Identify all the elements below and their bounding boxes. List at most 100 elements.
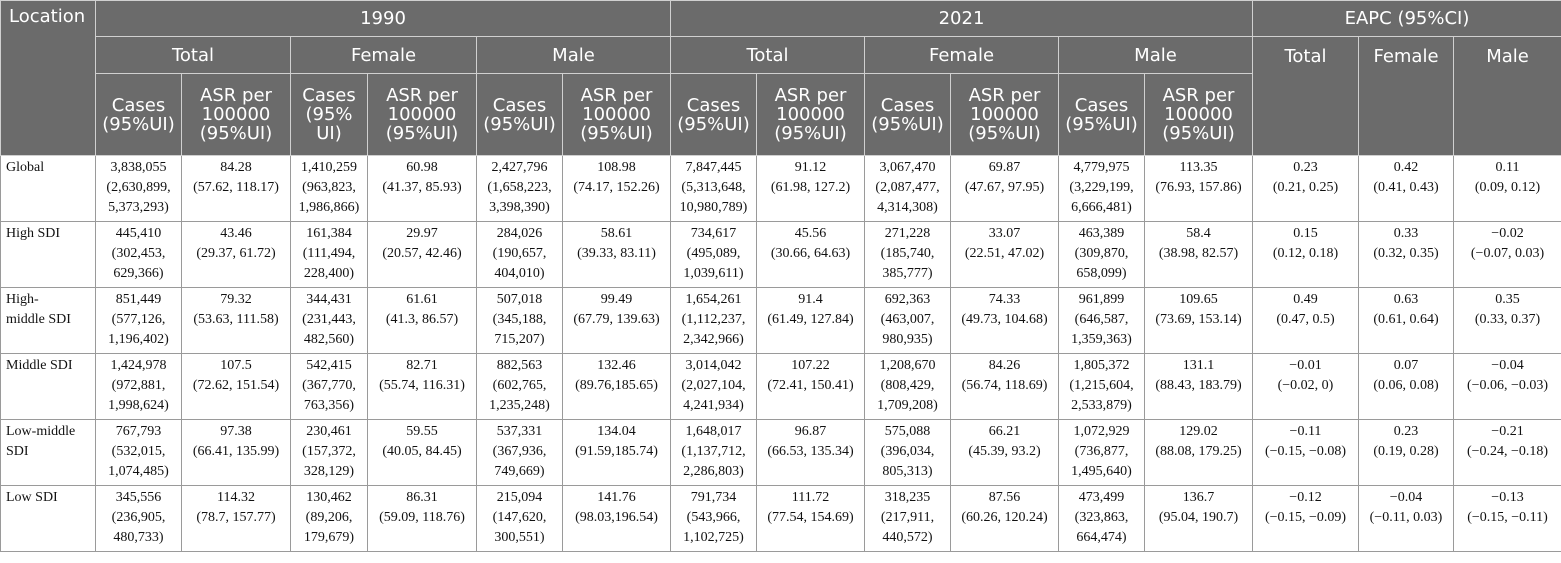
cell-line: (231,443, xyxy=(302,312,356,327)
cell-line: (190,657, xyxy=(492,246,547,261)
cell-line: (963,823, xyxy=(302,180,356,195)
cell-line: (95.04, 190.7) xyxy=(1158,510,1239,525)
table-cell: 791,734 (543,966, 1,102,725) xyxy=(670,485,757,552)
table-cell: 108.98 (74.17, 152.26) xyxy=(562,155,671,222)
table-cell: 507,018 (345,188, 715,207) xyxy=(476,287,563,354)
cell-line: −0.11 xyxy=(1289,424,1322,439)
cell-line: (−0.02, 0) xyxy=(1277,378,1334,393)
table-body: Global 3,838,055 (2,630,899, 5,373,293) 84.2… xyxy=(0,155,1561,552)
header-asr-2021-female: ASR per 100000 (95%UI) xyxy=(950,73,1059,156)
cell-line: 344,431 xyxy=(306,292,352,307)
cell-line: 980,935) xyxy=(882,332,933,347)
cell-line: 1,039,611) xyxy=(683,266,744,281)
table-cell: 284,026 (190,657, 404,010) xyxy=(476,221,563,288)
header-asr-line: (95%UI) xyxy=(968,123,1041,144)
cell-line: 82.71 xyxy=(406,358,438,373)
cell-line: 129.02 xyxy=(1179,424,1218,439)
table-cell: 0.63 (0.61, 0.64) xyxy=(1358,287,1454,354)
cell-line: (0.06, 0.08) xyxy=(1373,378,1439,393)
cell-line: 60.98 xyxy=(406,160,438,175)
cell-line: (323,863, xyxy=(1074,510,1129,525)
cell-line: (1,112,237, xyxy=(681,312,746,327)
cell-line: (41.37, 85.93) xyxy=(382,180,462,195)
header-cases-line: Cases xyxy=(111,94,166,116)
table-cell: −0.04 (−0.11, 0.03) xyxy=(1358,485,1454,552)
cell-line: (41.3, 86.57) xyxy=(385,312,459,327)
table-cell: 107.5 (72.62, 151.54) xyxy=(181,353,291,420)
table-cell: 131.1 (88.43, 183.79) xyxy=(1144,353,1253,420)
cell-line: 658,099) xyxy=(1076,266,1127,281)
cell-line: (−0.11, 0.03) xyxy=(1369,510,1443,525)
header-1990-total: Total xyxy=(95,36,291,74)
header-asr-line: (95%UI) xyxy=(580,123,653,144)
cell-line: 805,313) xyxy=(882,464,933,479)
header-cases-line: Cases xyxy=(1074,94,1129,116)
table-cell: 96.87 (66.53, 135.34) xyxy=(756,419,865,486)
row-location: Low SDI xyxy=(0,485,96,552)
cell-line: (463,007, xyxy=(880,312,935,327)
header-asr-1990-total: ASR per 100000 (95%UI) xyxy=(181,73,291,156)
cell-line: 136.7 xyxy=(1182,490,1215,505)
cell-line: 113.35 xyxy=(1179,160,1218,175)
cell-line: 473,499 xyxy=(1078,490,1125,505)
cell-line: (55.74, 116.31) xyxy=(379,378,465,393)
table-cell: 1,208,670 (808,429, 1,709,208) xyxy=(864,353,951,420)
table-row: Global 3,838,055 (2,630,899, 5,373,293) 84.2… xyxy=(0,155,1561,222)
cell-line: 5,373,293) xyxy=(108,200,169,215)
table-cell: 130,462 (89,206, 179,679) xyxy=(290,485,368,552)
table-cell: 271,228 (185,740, 385,777) xyxy=(864,221,951,288)
cell-line: 0.49 xyxy=(1293,292,1318,307)
header-1990-male: Male xyxy=(476,36,671,74)
header-eapc: EAPC (95%CI) xyxy=(1251,0,1561,37)
cell-line: 734,617 xyxy=(690,226,737,241)
table-cell: 0.15 (0.12, 0.18) xyxy=(1252,221,1359,288)
table-cell: 91.12 (61.98, 127.2) xyxy=(756,155,865,222)
cell-line: 445,410 xyxy=(115,226,162,241)
table-cell: 129.02 (88.08, 179.25) xyxy=(1144,419,1253,486)
header-asr-line: ASR per xyxy=(386,85,458,106)
table-cell: 230,461 (157,372, 328,129) xyxy=(290,419,368,486)
header-cases-line: (95%UI) xyxy=(871,113,944,135)
cell-line: (22.51, 47.02) xyxy=(964,246,1045,261)
header-cases-line: Cases xyxy=(492,94,547,116)
header-eapc-total: Total xyxy=(1252,36,1359,156)
cell-line: (74.17, 152.26) xyxy=(573,180,660,195)
table-cell: 0.35 (0.33, 0.37) xyxy=(1452,287,1561,354)
cell-line: 404,010) xyxy=(494,266,545,281)
cell-line: (0.21, 0.25) xyxy=(1272,180,1339,195)
cell-line: 43.46 xyxy=(220,226,252,241)
cell-line: 130,462 xyxy=(306,490,352,505)
cell-line: (217,911, xyxy=(880,510,935,525)
cell-line: 318,235 xyxy=(884,490,931,505)
cell-line: 1,805,372 xyxy=(1073,358,1130,373)
cell-line: (1,658,223, xyxy=(487,180,552,195)
header-cases-2021-male: Cases (95%UI) xyxy=(1058,73,1145,156)
cell-line: 10,980,789) xyxy=(679,200,748,215)
cell-line: (−0.24, −0.18) xyxy=(1466,444,1549,459)
table-cell: 0.07 (0.06, 0.08) xyxy=(1358,353,1454,420)
cell-line: (602,765, xyxy=(492,378,547,393)
cell-line: (−0.15, −0.08) xyxy=(1264,444,1347,459)
cell-line: (302,453, xyxy=(111,246,166,261)
cell-line: 482,560) xyxy=(303,332,355,347)
table-cell: 97.38 (66.41, 135.99) xyxy=(181,419,291,486)
cell-line: 2,342,966) xyxy=(683,332,744,347)
cell-line: (147,620, xyxy=(492,510,547,525)
row-location: Middle SDI xyxy=(0,353,96,420)
cell-line: 114.32 xyxy=(217,490,255,505)
cell-line: 4,779,975 xyxy=(1073,160,1130,175)
table-cell: 575,088 (396,034, 805,313) xyxy=(864,419,951,486)
table-cell: 344,431 (231,443, 482,560) xyxy=(290,287,368,354)
cell-line: (67.79, 139.63) xyxy=(573,312,660,327)
cell-line: (2,630,899, xyxy=(106,180,171,195)
cell-line: (1,137,712, xyxy=(681,444,746,459)
cell-line: (88.08, 179.25) xyxy=(1155,444,1242,459)
cell-line: 107.5 xyxy=(220,358,252,373)
table-cell: 1,805,372 (1,215,604, 2,533,879) xyxy=(1058,353,1145,420)
cell-line: 440,572) xyxy=(882,530,933,545)
cell-line: 0.11 xyxy=(1495,160,1520,175)
table-cell: 161,384 (111,494, 228,400) xyxy=(290,221,368,288)
cell-line: 1,998,624) xyxy=(108,398,169,413)
cell-line: 0.35 xyxy=(1495,292,1520,307)
